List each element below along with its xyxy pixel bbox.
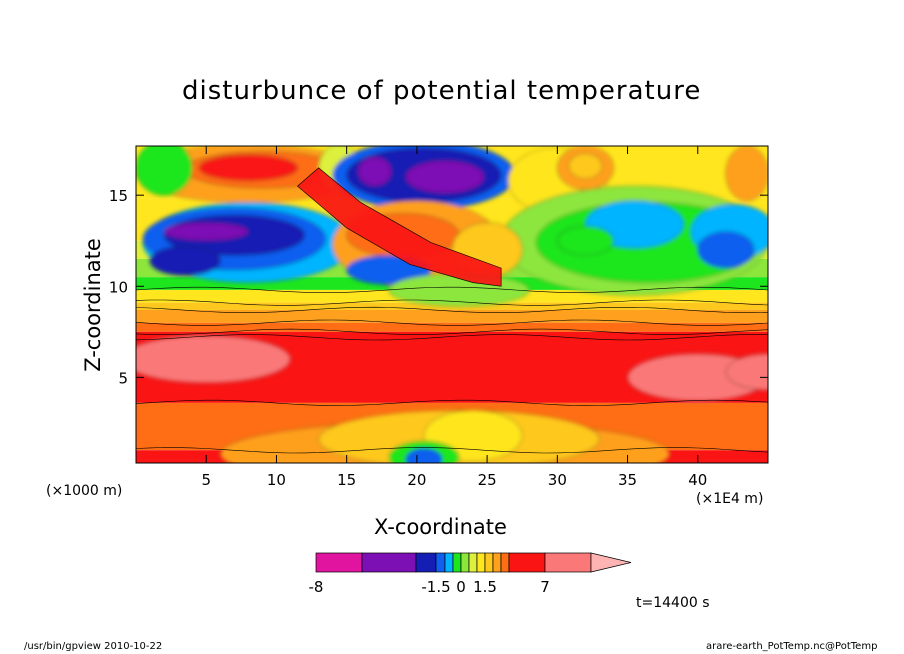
colorbar-segment [500,552,510,573]
plot-frame [135,145,769,464]
x-tick-label: 25 [478,471,497,489]
colorbar-segment [361,552,417,573]
y-tick-label: 15 [109,187,128,205]
contour-line [136,399,768,406]
contour-cell [149,245,221,276]
colorbar-tick-label: 0 [456,578,466,596]
contour-shear-band [296,167,502,287]
contour-cell [405,160,485,194]
x-tick-label: 35 [618,471,637,489]
colorbar-segment [460,552,470,573]
contour-cell [163,222,249,242]
contour-band [136,322,768,332]
x-tick-label: 20 [407,471,426,489]
colorbar-tick-label: 1.5 [473,578,497,596]
contour-cell [568,152,603,180]
contour-cell [697,231,755,269]
colorbar-tick-label: 7 [540,578,550,596]
contour-lines [136,286,768,454]
colorbar-segment [492,552,502,573]
contour-cell [357,156,392,187]
colorbar-segment [484,552,494,573]
chart-title: disturbunce of potential temperature [182,76,702,106]
contour-line [136,334,768,341]
contour-line [136,319,768,326]
colorbar: -8 -1.5 0 1.5 7 [309,552,632,596]
colorbar-segment [435,552,446,573]
y-tick-label: 5 [118,369,128,387]
x-tick-label: 30 [548,471,567,489]
x-axis-label: X-coordinate [374,515,507,539]
contour-band [136,309,768,323]
contour-line [136,286,768,293]
contour-cell [136,335,291,384]
contour-cell [405,448,443,463]
colorbar-segment [452,552,462,573]
colorbar-segment [415,552,437,573]
footer-left: /usr/bin/gpview 2010-10-22 [24,641,163,652]
y-axis-unit: (×1000 m) [46,483,123,499]
x-axis: 5 10 15 20 25 30 35 40 [201,146,707,489]
contour-field [136,146,768,463]
y-axis: 5 10 15 [109,187,768,387]
time-label: t=14400 s [636,595,710,611]
contour-cell [136,146,193,196]
contour-cell [557,225,614,256]
x-tick-label: 40 [688,471,707,489]
colorbar-tick-label: -1.5 [421,578,450,596]
contour-line [136,299,768,306]
colorbar-segment [476,552,486,573]
contour-cell [725,146,768,201]
colorbar-segment [508,552,546,573]
colorbar-segment [444,552,454,573]
colorbar-segment [468,552,478,573]
footer-right: arare-earth_PotTemp.nc@PotTemp [706,641,878,652]
colorbar-extend-arrow [590,552,632,573]
contour-line [136,447,768,454]
y-axis-label: Z-coordinate [80,238,105,372]
y-tick-label: 10 [109,278,128,296]
contour-cell [296,167,502,287]
contour-cell [198,154,298,181]
x-tick-label: 5 [201,471,211,489]
contour-line [136,328,768,335]
x-tick-label: 15 [337,471,356,489]
x-tick-label: 10 [267,471,286,489]
colorbar-segment [315,552,363,573]
x-axis-unit: (×1E4 m) [696,491,764,507]
colorbar-tick-label: -8 [309,578,324,596]
contour-line [136,306,768,314]
colorbar-segment [544,552,592,573]
